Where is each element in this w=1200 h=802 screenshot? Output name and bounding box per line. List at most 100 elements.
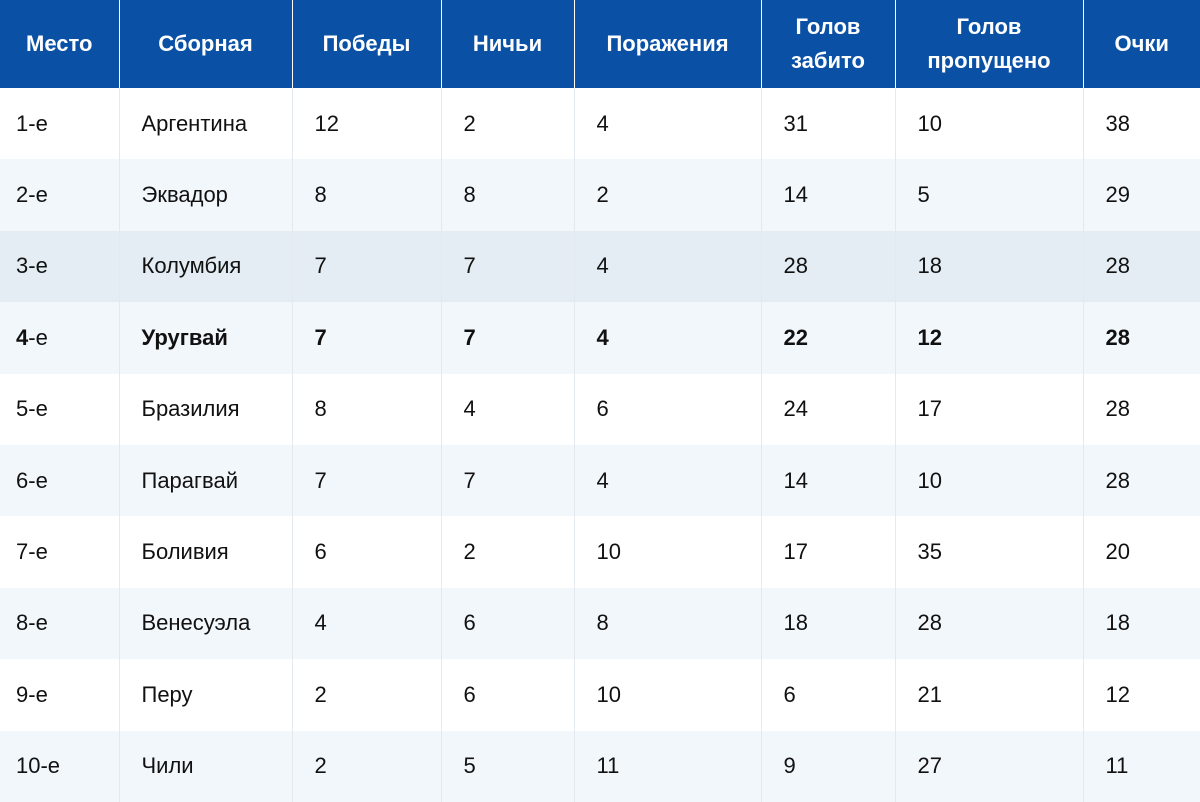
table-row: 2-е Эквадор 8 8 2 14 5 29 (0, 159, 1200, 231)
cell-draws: 6 (440, 659, 574, 731)
cell-losses: 6 (573, 373, 761, 445)
cell-team: Эквадор (118, 159, 292, 231)
cell-place: 5-е (0, 374, 119, 445)
place-suffix: -е (28, 396, 48, 422)
cell-wins: 7 (291, 230, 441, 303)
cell-wins: 2 (291, 730, 441, 802)
cell-goals-scored: 18 (760, 587, 895, 660)
header-place: Место (0, 0, 119, 88)
place-number: 7 (16, 539, 29, 565)
cell-place: 8-е (0, 588, 119, 659)
cell-place: 9-е (0, 659, 119, 730)
table-row: 10-е Чили 2 5 11 9 27 11 (0, 730, 1200, 802)
header-team: Сборная (118, 0, 292, 88)
place-number: 10 (16, 753, 41, 779)
place-suffix: -е (40, 753, 61, 779)
table-row: 7-е Боливия 6 2 10 17 35 20 (0, 516, 1200, 588)
cell-draws: 4 (440, 373, 574, 445)
cell-wins: 4 (291, 587, 441, 660)
place-number: 1 (16, 110, 29, 136)
cell-draws: 7 (440, 444, 574, 517)
cell-points: 18 (1082, 587, 1200, 660)
cell-losses: 4 (573, 302, 761, 374)
cell-draws: 2 (440, 516, 574, 588)
standings-body: 1-е Аргентина 12 2 4 31 10 38 2-е Эквадор 8 8 2 14 5 29… (0, 88, 1200, 802)
place-number: 9 (16, 681, 29, 707)
cell-goals-conceded: 18 (894, 230, 1083, 303)
cell-team: Колумбия (118, 230, 292, 303)
cell-goals-conceded: 5 (894, 159, 1083, 231)
header-goals-conceded: Голов пропущено (894, 0, 1083, 88)
cell-place: 7-е (0, 516, 119, 587)
cell-points: 28 (1082, 373, 1200, 445)
table-row: 9-е Перу 2 6 10 6 21 12 (0, 659, 1200, 731)
cell-points: 28 (1082, 444, 1200, 517)
cell-goals-conceded: 12 (894, 302, 1083, 374)
cell-place: 6-е (0, 445, 119, 516)
cell-losses: 11 (573, 730, 761, 802)
place-number: 8 (16, 610, 29, 636)
cell-goals-conceded: 17 (894, 373, 1083, 445)
cell-goals-conceded: 21 (894, 659, 1083, 731)
cell-wins: 7 (291, 444, 441, 517)
place-suffix: -е (28, 681, 48, 707)
header-goals-scored: Голов забито (760, 0, 895, 88)
cell-team: Аргентина (118, 88, 292, 160)
cell-losses: 10 (573, 659, 761, 731)
cell-goals-scored: 22 (760, 302, 895, 374)
cell-losses: 10 (573, 516, 761, 588)
cell-goals-scored: 28 (760, 230, 895, 303)
cell-draws: 8 (440, 159, 574, 231)
header-draws: Ничьи (440, 0, 574, 88)
place-suffix: -е (28, 253, 48, 279)
cell-points: 28 (1082, 302, 1200, 374)
place-number: 6 (16, 467, 29, 493)
cell-points: 12 (1082, 659, 1200, 731)
cell-points: 28 (1082, 230, 1200, 303)
cell-wins: 7 (291, 302, 441, 374)
cell-team: Бразилия (118, 373, 292, 445)
cell-goals-scored: 9 (760, 730, 895, 802)
cell-goals-conceded: 35 (894, 516, 1083, 588)
cell-points: 11 (1082, 730, 1200, 802)
cell-draws: 5 (440, 730, 574, 802)
cell-team: Венесуэла (118, 587, 292, 660)
cell-goals-scored: 31 (760, 88, 895, 160)
cell-place: 10-е (0, 731, 119, 802)
cell-draws: 7 (440, 302, 574, 374)
header-points: Очки (1082, 0, 1200, 88)
cell-goals-scored: 14 (760, 159, 895, 231)
place-suffix: -е (28, 110, 48, 136)
place-number: 4 (16, 324, 29, 350)
cell-draws: 7 (440, 230, 574, 303)
cell-team: Чили (118, 730, 292, 802)
table-row: 5-е Бразилия 8 4 6 24 17 28 (0, 373, 1200, 445)
place-suffix: -е (28, 324, 48, 350)
cell-goals-conceded: 10 (894, 88, 1083, 160)
cell-draws: 2 (440, 88, 574, 160)
cell-draws: 6 (440, 587, 574, 660)
cell-goals-conceded: 10 (894, 444, 1083, 517)
cell-wins: 2 (291, 659, 441, 731)
cell-goals-scored: 6 (760, 659, 895, 731)
cell-team: Перу (118, 659, 292, 731)
cell-wins: 8 (291, 159, 441, 231)
place-suffix: -е (28, 610, 48, 636)
header-wins: Победы (291, 0, 441, 88)
table-row: 6-е Парагвай 7 7 4 14 10 28 (0, 444, 1200, 517)
header-row: Место Сборная Победы Ничьи Поражения Гол… (0, 0, 1200, 88)
table-row: 1-е Аргентина 12 2 4 31 10 38 (0, 88, 1200, 160)
cell-place: 2-е (0, 159, 119, 230)
cell-losses: 4 (573, 444, 761, 517)
cell-place: 3-е (0, 231, 119, 302)
cell-team: Уругвай (118, 302, 292, 374)
cell-goals-scored: 24 (760, 373, 895, 445)
place-number: 5 (16, 396, 29, 422)
cell-team: Боливия (118, 516, 292, 588)
place-number: 3 (16, 253, 29, 279)
place-suffix: -е (28, 182, 48, 208)
table-row: 4-е Уругвай 7 7 4 22 12 28 (0, 302, 1200, 374)
cell-wins: 6 (291, 516, 441, 588)
cell-losses: 8 (573, 587, 761, 660)
